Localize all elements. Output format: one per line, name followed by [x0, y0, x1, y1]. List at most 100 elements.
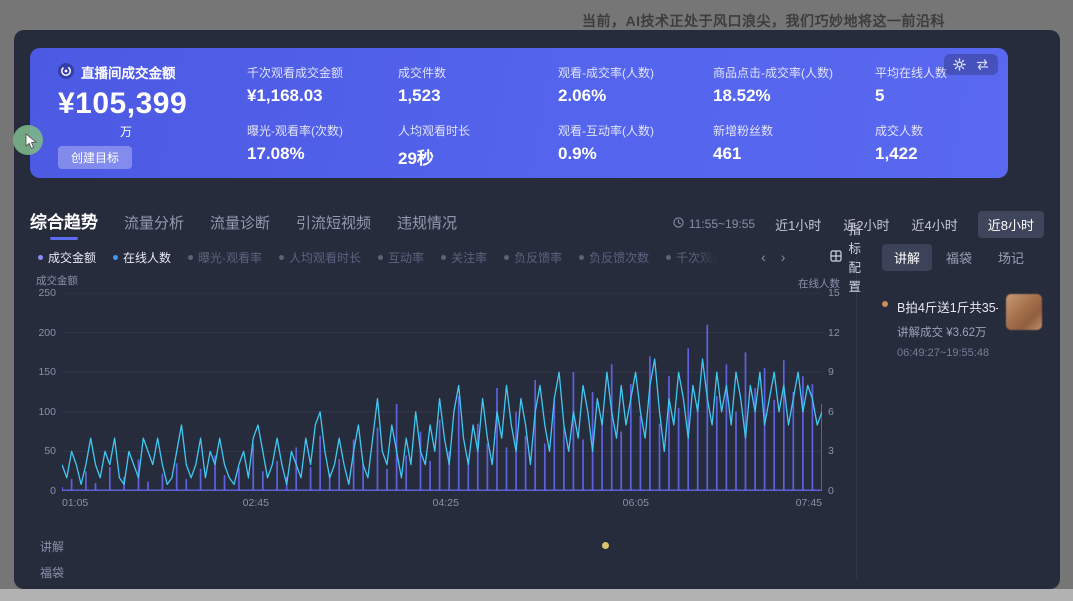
gear-icon[interactable] — [953, 58, 966, 71]
main-tab[interactable]: 综合趋势 — [30, 208, 98, 240]
config-grid-icon — [830, 249, 843, 265]
legend-dot — [279, 254, 285, 260]
metric-value: 29秒 — [398, 149, 434, 168]
legend-label: 在线人数 — [123, 250, 172, 265]
left-axis-ticks: 250 200 150 100 50 0 — [38, 287, 56, 497]
metric-label: 千次观看成交金额 — [247, 66, 344, 80]
legend-item[interactable]: 互动率 — [378, 249, 424, 266]
main-tab[interactable]: 引流短视频 — [296, 215, 372, 232]
mouse-cursor-icon — [25, 133, 38, 155]
bottom-strip — [0, 589, 1073, 601]
legend-dot — [579, 254, 585, 260]
metric-cell: 平均在线人数 5 — [875, 64, 1005, 122]
time-filter: 11:55~19:55 近1小时 近2小时 近4小时 近8小时 — [673, 210, 1044, 238]
legend-item[interactable]: 在线人数 — [113, 249, 171, 266]
metric-label: 成交人数 — [875, 124, 924, 138]
legend-label: 曝光-观看率 — [198, 250, 263, 265]
main-tab[interactable]: 违规情况 — [397, 215, 458, 232]
gmv-main-value: ¥105,399 — [58, 87, 188, 120]
metric-value: ¥1,168.03 — [247, 86, 323, 105]
metric-value: 461 — [713, 144, 742, 163]
metric-value: 18.52% — [713, 86, 771, 105]
time-option[interactable]: 近1小时 — [775, 217, 822, 233]
rp-tab[interactable]: 场记 — [997, 251, 1024, 266]
legend-item[interactable]: 千次观看成交 — [666, 249, 722, 266]
product-title: B拍4斤送1斤共35-4... — [897, 301, 998, 315]
create-goal-button[interactable]: 创建目标 — [58, 146, 133, 169]
metric-config-button[interactable]: 指标配置 — [830, 219, 861, 295]
legend-dot — [38, 254, 43, 260]
clock-icon — [673, 217, 684, 231]
legend-label: 人均观看时长 — [289, 250, 362, 265]
right-axis-ticks: 15 12 9 6 3 0 — [828, 287, 840, 497]
chart-svg — [62, 293, 822, 491]
time-option[interactable]: 近8小时 — [977, 210, 1044, 238]
timeline-marker-dot[interactable] — [602, 542, 609, 549]
right-axis-title: 在线人数 — [798, 278, 840, 290]
rp-tab[interactable]: 福袋 — [945, 251, 972, 266]
explain-list-item[interactable]: B拍4斤送1斤共35-4... 讲解成交 ¥3.62万 06:49:27~19:… — [882, 294, 1046, 359]
metric-cell: 新增粉丝数 461 — [713, 122, 875, 180]
rp-tab[interactable]: 讲解 — [882, 244, 933, 271]
explain-panel: 讲解 福袋 场记 B拍4斤送1斤共35-4... 讲解成交 ¥3.62万 06:… — [866, 244, 1046, 581]
legend-item[interactable]: 人均观看时长 — [279, 249, 361, 266]
x-axis-labels: 01:05 02:45 04:25 06:05 07:45 — [62, 497, 822, 509]
metric-cell: 千次观看成交金额 ¥1,168.03 — [247, 64, 398, 122]
legend-item[interactable]: 负反馈率 — [504, 249, 562, 266]
legend-label: 负反馈次数 — [589, 250, 650, 265]
legend-item[interactable]: 曝光-观看率 — [188, 249, 262, 266]
metric-value: 5 — [875, 86, 885, 105]
pager-next-icon[interactable]: › — [780, 249, 786, 265]
legend-label: 负反馈率 — [514, 250, 563, 265]
metrics-grid: 千次观看成交金额 ¥1,168.03 曝光-观看率(次数) 17.08% 成交件… — [247, 64, 1005, 180]
metric-value: 0.9% — [558, 144, 597, 163]
metric-cell: 成交人数 1,422 — [875, 122, 1005, 180]
legend-item[interactable]: 成交金额 — [38, 249, 96, 266]
legend-label: 千次观看成交 — [676, 250, 723, 265]
metric-label: 成交件数 — [398, 66, 447, 80]
product-thumbnail — [1006, 294, 1042, 330]
time-option[interactable]: 近2小时 — [843, 217, 890, 233]
metric-cell: 人均观看时长 29秒 — [398, 122, 558, 180]
legend-item[interactable]: 关注率 — [441, 249, 487, 266]
legend-dot — [504, 254, 510, 260]
card-actions — [944, 54, 998, 75]
metric-value: 1,523 — [398, 86, 441, 105]
gmv-unit: 万 — [120, 125, 133, 139]
legend-label: 互动率 — [388, 250, 425, 265]
metric-label: 平均在线人数 — [875, 66, 948, 80]
timeline-row-label: 讲解 — [40, 540, 65, 554]
explain-time-range: 06:49:27~19:55:48 — [897, 347, 990, 359]
main-tab[interactable]: 流量诊断 — [210, 215, 271, 232]
swap-icon[interactable] — [976, 59, 989, 70]
plot-area — [62, 293, 822, 491]
metric-label: 新增粉丝数 — [713, 124, 774, 138]
time-option[interactable]: 近4小时 — [911, 217, 958, 233]
deal-summary: 讲解成交 ¥3.62万 — [897, 327, 987, 339]
metric-cell: 成交件数 1,523 — [398, 64, 558, 122]
legend-dot — [441, 254, 447, 260]
caption-overlay-text: 当前，AI技术正处于风口浪尖，我们巧妙地将这一前沿科 — [582, 13, 945, 29]
config-label: 指标配置 — [848, 223, 861, 294]
metric-cell: 商品点击-成交率(人数) 18.52% — [713, 64, 875, 122]
legend-pager: ‹ › — [761, 249, 785, 265]
metric-label: 曝光-观看率(次数) — [247, 124, 343, 138]
timeline-row-label: 福袋 — [40, 566, 65, 580]
legend-label: 成交金额 — [48, 250, 97, 265]
legend-item[interactable]: 负反馈次数 — [579, 249, 649, 266]
metric-label: 观看-互动率(人数) — [558, 124, 654, 138]
time-range-label: 11:55~19:55 — [688, 217, 756, 231]
metric-cell: 观看-互动率(人数) 0.9% — [558, 122, 713, 180]
legend-label: 关注率 — [451, 250, 488, 265]
metric-value: 1,422 — [875, 144, 918, 163]
target-icon — [58, 62, 74, 82]
metric-cell: 曝光-观看率(次数) 17.08% — [247, 122, 398, 180]
legend-dot — [666, 254, 672, 260]
time-range[interactable]: 11:55~19:55 — [673, 217, 755, 231]
metric-value: 17.08% — [247, 144, 305, 163]
gmv-summary-card: 直播间成交金额 ¥105,399 万 创建目标 千次观看成交金额 ¥1,168.… — [30, 48, 1008, 178]
dashboard-panel: 直播间成交金额 ¥105,399 万 创建目标 千次观看成交金额 ¥1,168.… — [14, 30, 1060, 589]
pager-prev-icon[interactable]: ‹ — [761, 249, 766, 265]
main-tab[interactable]: 流量分析 — [124, 215, 185, 232]
card-title: 直播间成交金额 — [81, 66, 176, 81]
